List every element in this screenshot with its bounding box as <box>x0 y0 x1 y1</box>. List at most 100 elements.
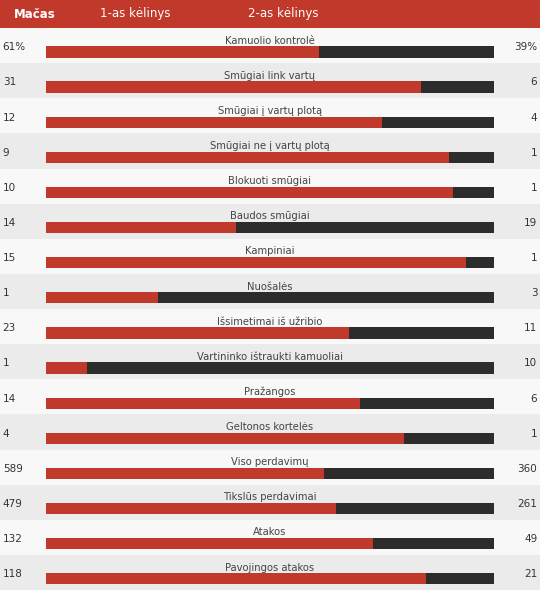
Bar <box>0 450 540 484</box>
Bar <box>46 538 373 549</box>
Bar <box>324 468 494 479</box>
Bar <box>421 81 494 93</box>
Bar <box>46 257 494 268</box>
Bar <box>0 169 540 204</box>
Text: 23: 23 <box>3 323 16 333</box>
Text: 39%: 39% <box>514 42 537 53</box>
Text: 15: 15 <box>3 253 16 263</box>
Text: Geltonos kortelės: Geltonos kortelės <box>226 422 314 432</box>
Text: Kamuolio kontrolè: Kamuolio kontrolè <box>225 35 315 45</box>
Text: Nuošalės: Nuošalės <box>247 281 293 291</box>
Bar <box>46 503 494 514</box>
Bar <box>46 257 466 268</box>
Bar <box>360 398 494 409</box>
Bar <box>46 573 427 584</box>
Bar <box>46 292 158 303</box>
Text: Vartininko ištraukti kamuoliai: Vartininko ištraukti kamuoliai <box>197 352 343 362</box>
Bar <box>449 152 494 163</box>
Text: 360: 360 <box>517 464 537 474</box>
Text: 3: 3 <box>531 288 537 298</box>
Text: 1: 1 <box>3 359 9 368</box>
Bar <box>0 239 540 274</box>
Bar <box>0 484 540 520</box>
Text: 19: 19 <box>524 218 537 228</box>
Bar <box>46 398 494 409</box>
Bar <box>46 362 494 373</box>
Text: Tikslūs perdavimai: Tikslūs perdavimai <box>223 492 317 502</box>
Bar <box>236 222 494 233</box>
Text: 1: 1 <box>531 429 537 439</box>
Bar <box>466 257 494 268</box>
Bar <box>0 309 540 344</box>
Text: 31: 31 <box>3 77 16 87</box>
Text: 1: 1 <box>531 253 537 263</box>
Text: 21: 21 <box>524 569 537 579</box>
Bar <box>0 344 540 379</box>
Bar <box>0 555 540 590</box>
Bar <box>46 116 494 128</box>
Bar <box>46 432 404 444</box>
Bar <box>46 222 236 233</box>
Text: Atakos: Atakos <box>253 527 287 537</box>
Text: Kampiniai: Kampiniai <box>245 247 295 257</box>
Text: 9: 9 <box>3 148 9 158</box>
Text: Smūgiai į vartų plotą: Smūgiai į vartų plotą <box>218 106 322 116</box>
Text: 14: 14 <box>3 394 16 404</box>
Bar <box>46 116 382 128</box>
Text: 479: 479 <box>3 499 23 509</box>
Bar <box>86 362 494 373</box>
Text: 6: 6 <box>531 77 537 87</box>
Bar <box>46 573 494 584</box>
Text: 589: 589 <box>3 464 23 474</box>
Text: 4: 4 <box>3 429 9 439</box>
Bar <box>319 46 494 57</box>
Text: 1: 1 <box>3 288 9 298</box>
Bar <box>46 327 349 339</box>
Bar <box>46 152 449 163</box>
Bar <box>46 432 494 444</box>
Bar <box>0 0 540 28</box>
Bar <box>46 503 336 514</box>
Bar <box>46 46 319 57</box>
Bar <box>46 46 494 57</box>
Bar <box>46 468 324 479</box>
Text: 4: 4 <box>531 113 537 123</box>
Bar <box>46 362 86 373</box>
Text: 10: 10 <box>524 359 537 368</box>
Text: 6: 6 <box>531 394 537 404</box>
Text: 1: 1 <box>531 148 537 158</box>
Bar <box>46 187 494 198</box>
Text: Viso perdavimų: Viso perdavimų <box>231 457 309 467</box>
Text: 132: 132 <box>3 534 23 544</box>
Bar <box>46 398 360 409</box>
Bar <box>349 327 494 339</box>
Text: 11: 11 <box>524 323 537 333</box>
Bar <box>373 538 494 549</box>
Bar <box>46 538 494 549</box>
Bar <box>46 81 421 93</box>
Text: 14: 14 <box>3 218 16 228</box>
Bar <box>0 520 540 555</box>
Bar <box>46 292 494 303</box>
Bar <box>46 187 454 198</box>
Text: 118: 118 <box>3 569 23 579</box>
Text: Mačas: Mačas <box>14 8 55 21</box>
Bar <box>0 414 540 450</box>
Bar <box>0 99 540 133</box>
Text: 61%: 61% <box>3 42 26 53</box>
Text: Smūgiai ne į vartų plotą: Smūgiai ne į vartų plotą <box>210 141 330 151</box>
Bar <box>382 116 494 128</box>
Text: Pražangos: Pražangos <box>244 386 296 397</box>
Bar <box>0 28 540 63</box>
Text: 10: 10 <box>3 183 16 193</box>
Bar <box>46 327 494 339</box>
Text: 1-as kėlinys: 1-as kėlinys <box>100 8 171 21</box>
Text: Baudos smūgiai: Baudos smūgiai <box>230 211 310 221</box>
Text: 2-as kėlinys: 2-as kėlinys <box>248 8 319 21</box>
Text: 1: 1 <box>531 183 537 193</box>
Text: 12: 12 <box>3 113 16 123</box>
Text: Smūgiai link vartų: Smūgiai link vartų <box>225 71 315 81</box>
Bar <box>0 274 540 309</box>
Text: 49: 49 <box>524 534 537 544</box>
Bar <box>46 152 494 163</box>
